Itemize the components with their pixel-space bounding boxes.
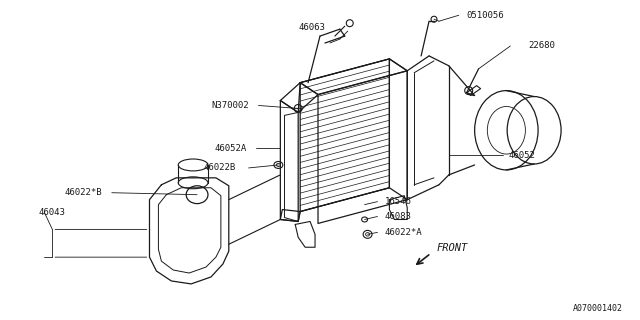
Text: 46022*A: 46022*A xyxy=(385,228,422,237)
Text: 22680: 22680 xyxy=(528,42,555,51)
Text: 46063: 46063 xyxy=(298,23,325,32)
Text: 46052A: 46052A xyxy=(214,144,246,153)
Text: A070001402: A070001402 xyxy=(572,304,622,313)
Text: 46022*B: 46022*B xyxy=(64,188,102,197)
Text: 46043: 46043 xyxy=(38,208,65,217)
Text: 46052: 46052 xyxy=(508,150,535,160)
Text: 46083: 46083 xyxy=(385,212,412,221)
Text: FRONT: FRONT xyxy=(437,243,468,253)
Text: N370002: N370002 xyxy=(211,101,248,110)
Text: 0510056: 0510056 xyxy=(467,11,504,20)
Text: 16546: 16546 xyxy=(385,197,412,206)
Text: 46022B: 46022B xyxy=(204,164,236,172)
